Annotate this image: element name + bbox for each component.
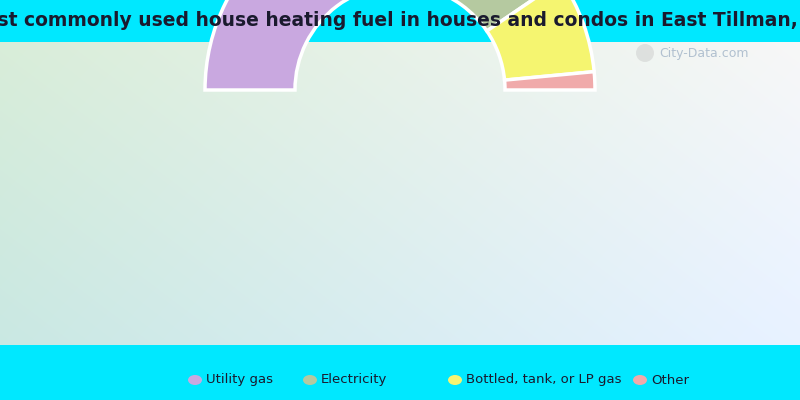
Ellipse shape bbox=[633, 375, 647, 385]
Wedge shape bbox=[487, 0, 594, 80]
Bar bbox=[0, 345, 800, 400]
Text: Other: Other bbox=[651, 374, 689, 386]
Wedge shape bbox=[505, 72, 595, 90]
Text: City-Data.com: City-Data.com bbox=[659, 46, 749, 60]
Circle shape bbox=[636, 44, 654, 62]
Ellipse shape bbox=[188, 375, 202, 385]
Ellipse shape bbox=[448, 375, 462, 385]
Bar bbox=[0, 0, 800, 42]
Text: Utility gas: Utility gas bbox=[206, 374, 273, 386]
Ellipse shape bbox=[303, 375, 317, 385]
Wedge shape bbox=[205, 0, 454, 90]
Wedge shape bbox=[430, 0, 562, 31]
Text: Electricity: Electricity bbox=[321, 374, 387, 386]
Text: Most commonly used house heating fuel in houses and condos in East Tillman, OK: Most commonly used house heating fuel in… bbox=[0, 12, 800, 30]
Text: Bottled, tank, or LP gas: Bottled, tank, or LP gas bbox=[466, 374, 622, 386]
